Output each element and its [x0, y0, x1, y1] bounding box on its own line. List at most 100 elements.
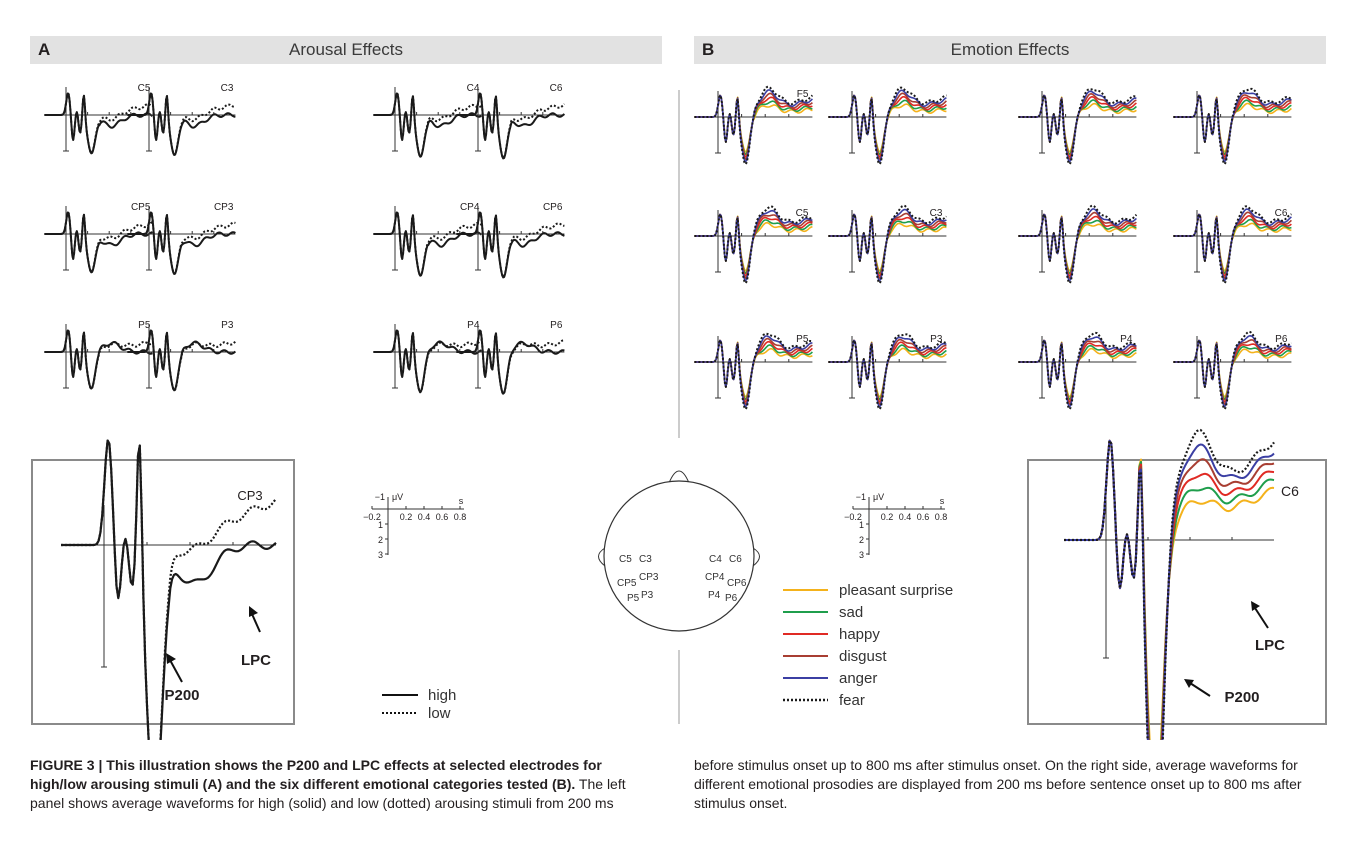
scale-s: s — [459, 496, 464, 506]
arousal-plot-p3 — [127, 324, 237, 392]
waveform-high — [44, 92, 154, 155]
legend-label-fear: fear — [839, 692, 865, 709]
left-ear-icon — [598, 547, 606, 567]
head-electrode-p6: P6 — [725, 593, 738, 604]
panel-b-title: Emotion Effects — [950, 40, 1070, 59]
waveform-fear — [828, 333, 947, 411]
waveform-fear — [1173, 87, 1292, 166]
emotion-plot-c5 — [694, 205, 813, 285]
waveform-anger — [1173, 208, 1292, 282]
head-electrode-cp4: CP4 — [705, 572, 725, 583]
emotion-scale-bar — [852, 497, 945, 555]
scale-y-tick-label: 3 — [859, 550, 864, 560]
waveform-disgust — [828, 212, 947, 280]
waveform-pleasant-surprise — [694, 339, 813, 398]
p200-arrowhead — [166, 653, 176, 664]
head-electrode-p5: P5 — [627, 593, 640, 604]
waveform-fear — [694, 205, 813, 285]
waveform-pleasant-surprise — [828, 213, 947, 272]
emotion-plot-p6 — [1173, 330, 1293, 411]
waveform-high — [456, 329, 565, 395]
waveform-high — [373, 211, 483, 277]
emotion-plot-p5 — [694, 332, 813, 411]
scale-unit: μV — [392, 492, 403, 502]
waveform-fear — [1173, 330, 1293, 411]
waveform-anger — [1018, 336, 1137, 408]
panel-b-letter: B — [702, 40, 715, 59]
lpc-label: LPC — [241, 652, 271, 669]
waveform-low — [456, 329, 565, 395]
electrode-label: CP3 — [214, 202, 234, 213]
inset-waveform-low — [61, 439, 277, 740]
head-electrode-p4: P4 — [708, 590, 721, 601]
emotion-plot-p4 — [1018, 331, 1137, 411]
waveform-happy — [828, 213, 947, 277]
inset-electrode-label: C6 — [1281, 483, 1299, 499]
p200-label: P200 — [164, 687, 199, 704]
electrode-label: P6 — [1275, 334, 1288, 345]
panel-b-header: B Emotion Effects — [694, 36, 1326, 64]
waveform-anger — [694, 335, 813, 408]
scale-x-tick-label: 0.2 — [881, 512, 894, 522]
scale-y-tick-label: 1 — [859, 520, 864, 530]
arousal-plot-cp5 — [44, 206, 153, 274]
emotion-plot-unlabeled-2 — [1018, 88, 1137, 166]
scale-x-tick-label: 0.8 — [935, 512, 948, 522]
electrode-label: C6 — [550, 83, 563, 94]
arousal-plot-p4 — [373, 324, 482, 394]
head-electrode-c6: C6 — [729, 554, 742, 565]
waveform-high — [373, 92, 482, 158]
waveform-high — [127, 329, 237, 392]
waveform-disgust — [1173, 339, 1292, 406]
right-ear-icon — [752, 547, 760, 567]
p200-label: P200 — [1224, 689, 1259, 706]
nose-icon — [668, 470, 690, 484]
waveform-disgust — [1018, 93, 1137, 160]
emotion-plot-c3 — [828, 204, 948, 285]
scale-x-tick-label: 0.2 — [400, 512, 413, 522]
scale-x-tick-label: −0.2 — [363, 512, 381, 522]
electrode-label: F5 — [797, 89, 809, 100]
electrode-label: CP4 — [460, 202, 480, 213]
scale-x-tick-label: 0.4 — [899, 512, 912, 522]
head-electrode-c4: C4 — [709, 554, 722, 565]
panel-a-header: A Arousal Effects — [30, 36, 662, 64]
waveform-low — [127, 329, 237, 392]
legend-label-happy: happy — [839, 626, 880, 643]
arousal-inset-frame — [31, 459, 295, 725]
lpc-arrowhead — [1251, 601, 1260, 611]
emotion-plot-unlabeled-1 — [828, 86, 947, 166]
electrode-label: P5 — [796, 334, 809, 345]
waveform-low — [127, 92, 236, 156]
waveform-low — [373, 92, 483, 158]
scale-neg: −1 — [856, 492, 866, 502]
emotion-plot-p3 — [828, 333, 947, 411]
waveform-anger — [828, 208, 947, 282]
scale-neg: −1 — [375, 492, 385, 502]
waveform-fear — [694, 332, 813, 411]
arousal-inset-plot — [61, 439, 277, 740]
arousal-plot-p6 — [456, 324, 565, 395]
lpc-arrow — [1254, 607, 1269, 629]
caption-right: before stimulus onset up to 800 ms after… — [694, 757, 1302, 811]
waveform-low — [456, 211, 565, 278]
waveform-happy — [828, 94, 947, 158]
lpc-label: LPC — [1255, 637, 1285, 654]
electrode-label: C5 — [138, 83, 151, 94]
waveform-anger — [828, 89, 947, 163]
scale-x-tick-label: 0.6 — [436, 512, 449, 522]
legend-label-pleasant-surprise: pleasant surprise — [839, 582, 953, 599]
waveform-fear — [1018, 88, 1137, 166]
waveform-fear — [1018, 331, 1137, 411]
emotion-plot-f5 — [694, 85, 814, 166]
electrode-label: P3 — [930, 334, 943, 345]
head-outline — [603, 480, 755, 632]
waveform-sad — [1173, 339, 1292, 401]
head-electrode-p3: P3 — [641, 590, 654, 601]
waveform-pleasant-surprise — [694, 94, 813, 153]
waveform-sad — [828, 213, 947, 275]
waveform-pleasant-surprise — [1173, 339, 1292, 398]
head-electrode-c3: C3 — [639, 554, 652, 565]
waveform-high — [456, 211, 565, 279]
